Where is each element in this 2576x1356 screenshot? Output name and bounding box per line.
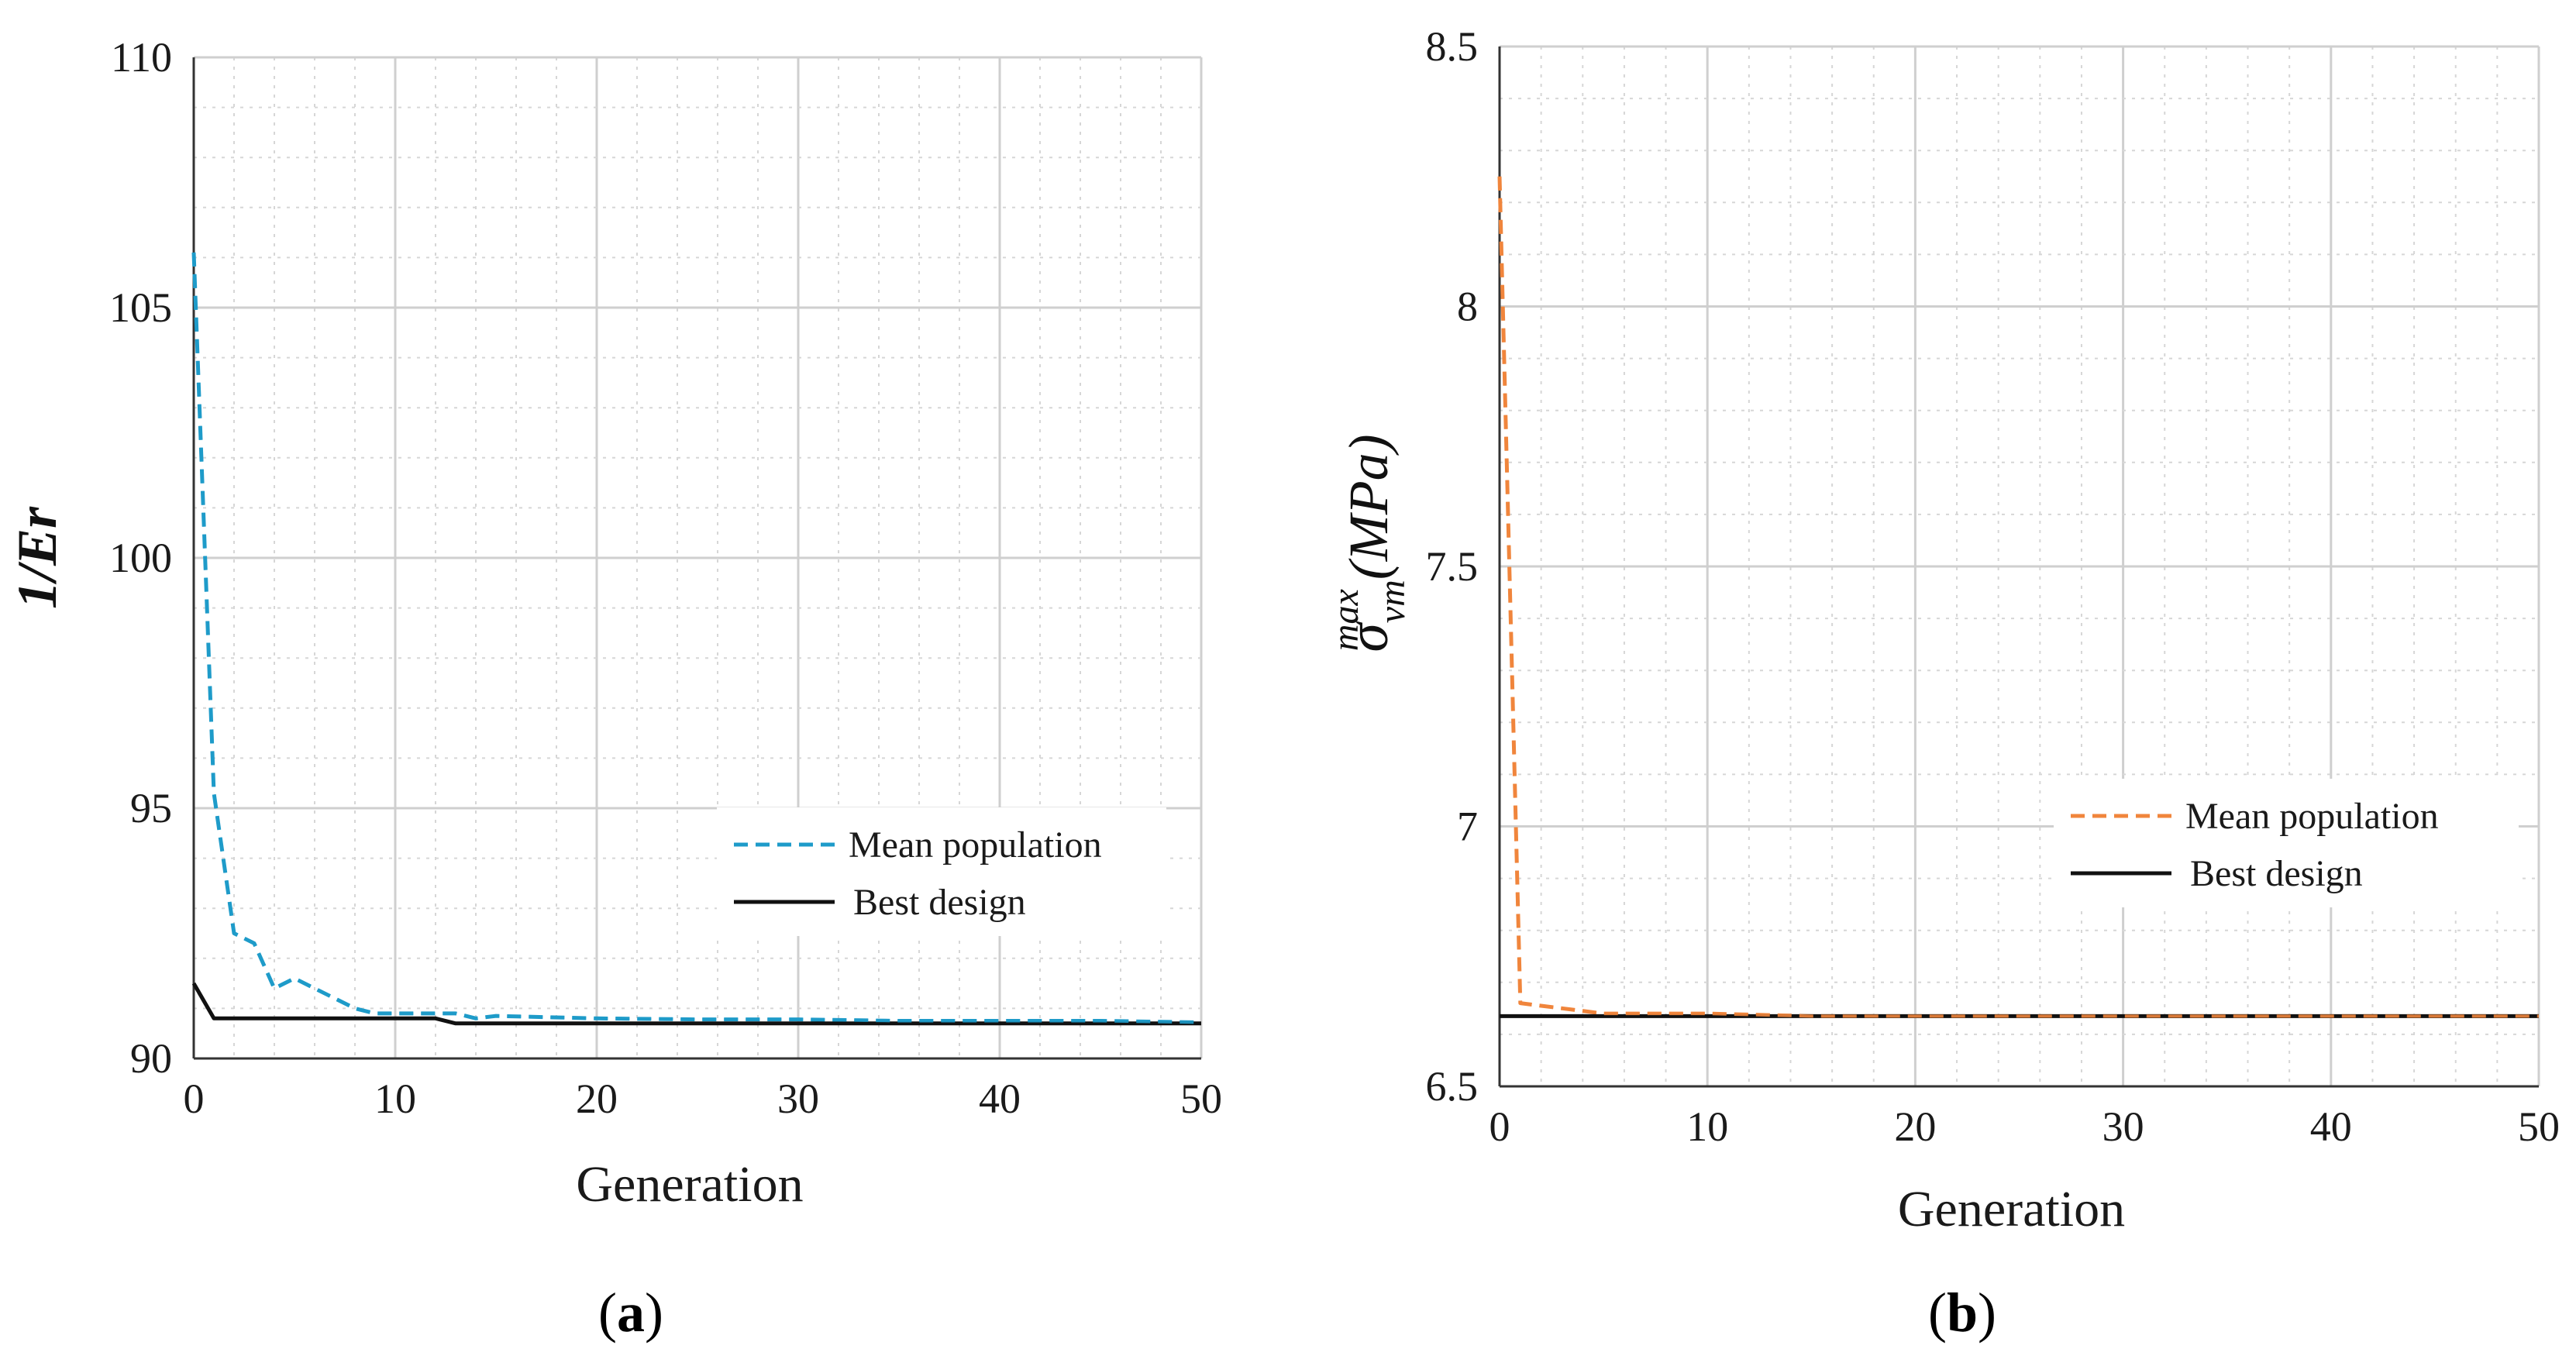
x-tick-label: 20 [576, 1076, 618, 1122]
panel-label-letter: b [1947, 1282, 1978, 1344]
y-axis-title-superscript: max [1325, 589, 1366, 651]
panel-label-open: ( [1928, 1282, 1947, 1344]
y-tick-label: 8.5 [1426, 23, 1479, 70]
panel-label-open: ( [598, 1282, 617, 1344]
x-tick-label: 20 [1894, 1103, 1936, 1150]
chart-panel-a: 0 10 20 30 40 50 90 95 100 105 110 Generation 1/Er Me… [6, 34, 1222, 1344]
y-tick-label: 100 [109, 535, 172, 581]
y-tick-label: 7 [1457, 804, 1478, 850]
x-tick-label: 10 [1686, 1103, 1728, 1150]
x-tick-label: 30 [2102, 1103, 2144, 1150]
legend-entry-label: Best design [853, 882, 1026, 923]
x-axis-title: Generation [576, 1156, 803, 1213]
x-tick-label: 10 [374, 1076, 416, 1122]
panel-label-close: ) [645, 1282, 663, 1344]
y-tick-label: 6.5 [1426, 1063, 1479, 1110]
y-axis-title-subscript: vm [1372, 580, 1413, 623]
y-tick-label: 90 [130, 1035, 172, 1082]
legend-box [717, 807, 1166, 936]
x-axis-title: Generation [1898, 1181, 2125, 1237]
panel-label-letter: a [617, 1282, 645, 1344]
grid [192, 56, 1203, 1060]
legend: Mean population Best design [2054, 779, 2519, 907]
x-tick-label: 50 [2518, 1103, 2560, 1150]
y-tick-label: 7.5 [1426, 543, 1479, 590]
legend-entry-label: Mean population [849, 824, 1102, 866]
x-tick-label: 0 [184, 1076, 205, 1122]
x-tick-label: 0 [1489, 1103, 1510, 1150]
legend-entry-label: Mean population [2185, 796, 2439, 837]
panel-label-close: ) [1978, 1282, 1996, 1344]
y-axis-title-symbol: σ [1335, 621, 1400, 652]
legend: Mean population Best design [717, 807, 1166, 936]
x-tick-label: 40 [979, 1076, 1021, 1122]
panel-label: (b) [1928, 1282, 1996, 1344]
x-tick-label: 30 [777, 1076, 819, 1122]
series-line-mean-population-overlay [1498, 176, 2539, 1018]
y-tick-label: 110 [111, 34, 172, 81]
series-line-mean-population-overlay [192, 252, 1202, 1024]
chart-panel-b: 0 10 20 30 40 506.577.588.5Generationσvmmax(M… [1325, 23, 2560, 1344]
y-tick-label: 95 [130, 785, 172, 831]
x-tick-label: 40 [2310, 1103, 2352, 1150]
legend-entry-label: Best design [2190, 853, 2363, 894]
x-tick-label: 50 [1180, 1076, 1222, 1122]
y-axis-title: 1/Er [6, 506, 68, 609]
series-line-best-design [191, 982, 1201, 1026]
grid [1498, 45, 2540, 1088]
legend-box [2054, 779, 2519, 907]
y-axis-title-unit: (MPa) [1338, 434, 1400, 580]
y-tick-label: 105 [109, 284, 172, 331]
y-axis-title: σvmmax (MPa) [1325, 434, 1413, 652]
panel-label: (a) [598, 1282, 663, 1344]
y-tick-label: 8 [1457, 284, 1478, 330]
